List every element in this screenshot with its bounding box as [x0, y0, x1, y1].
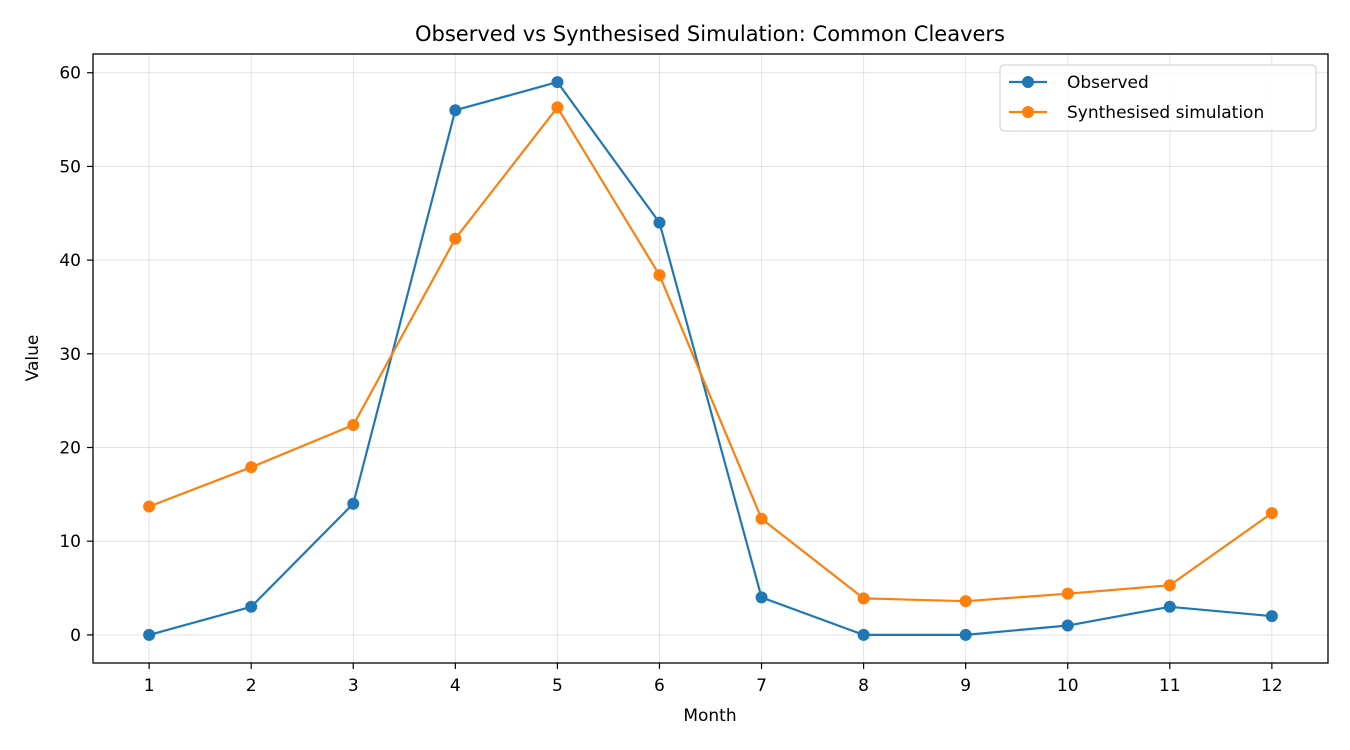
plot-area-frame — [92, 53, 1329, 664]
x-tick-label: 8 — [858, 676, 869, 696]
data-point-observed — [857, 628, 870, 641]
x-tick-label: 12 — [1261, 676, 1283, 696]
x-tick-label: 2 — [246, 676, 257, 696]
legend-box — [999, 64, 1317, 132]
x-tick-label: 1 — [144, 676, 155, 696]
data-point-simulation — [347, 419, 360, 432]
y-axis-ticks: 0 10 20 30 40 50 60 — [59, 64, 93, 646]
data-point-observed — [143, 628, 156, 641]
chart-title: Observed vs Synthesised Simulation: Comm… — [415, 22, 1005, 46]
x-tick-label: 11 — [1159, 676, 1181, 696]
y-axis-label: Value — [23, 335, 43, 382]
legend-observed-marker — [1022, 76, 1034, 88]
y-tick-label: 30 — [59, 345, 81, 365]
y-tick-label: 20 — [59, 439, 81, 459]
x-tick-label: 4 — [450, 676, 461, 696]
y-tick-label: 60 — [59, 64, 81, 84]
data-point-observed — [1265, 610, 1278, 623]
x-tick-label: 9 — [960, 676, 971, 696]
data-point-simulation — [1061, 587, 1074, 600]
data-point-observed — [449, 104, 462, 117]
x-tick-label: 6 — [654, 676, 665, 696]
data-point-observed — [1163, 600, 1176, 613]
legend: Observed Synthesised simulation — [999, 64, 1317, 132]
x-axis-ticks: 1 2 3 4 5 6 7 8 9 10 11 12 — [144, 663, 1283, 696]
data-point-simulation — [143, 500, 156, 513]
data-point-simulation — [959, 595, 972, 608]
data-point-simulation — [755, 512, 768, 525]
legend-simulation-marker — [1022, 106, 1034, 118]
x-tick-label: 10 — [1057, 676, 1079, 696]
data-point-simulation — [653, 269, 666, 282]
data-point-simulation — [245, 461, 258, 474]
series-line-simulation — [148, 106, 1273, 603]
series-layer — [143, 76, 1278, 641]
data-point-observed — [551, 76, 564, 89]
data-point-observed — [653, 216, 666, 229]
series-line-observed — [148, 81, 1272, 636]
data-point-simulation — [551, 101, 564, 114]
data-point-observed — [1061, 619, 1074, 632]
y-tick-label: 50 — [59, 157, 81, 177]
x-tick-label: 7 — [756, 676, 767, 696]
data-point-observed — [959, 628, 972, 641]
legend-simulation-label: Synthesised simulation — [1067, 103, 1264, 123]
y-tick-label: 0 — [70, 626, 81, 646]
data-point-simulation — [1163, 579, 1176, 592]
legend-observed-label: Observed — [1067, 73, 1149, 93]
x-tick-label: 5 — [552, 676, 563, 696]
y-tick-label: 40 — [59, 251, 81, 271]
x-axis-label: Month — [683, 706, 736, 726]
data-point-simulation — [449, 232, 462, 245]
data-point-observed — [245, 600, 258, 613]
x-tick-label: 3 — [348, 676, 359, 696]
data-point-simulation — [857, 592, 870, 605]
data-point-simulation — [1265, 507, 1278, 520]
data-point-observed — [347, 497, 360, 510]
data-point-observed — [755, 591, 768, 604]
y-tick-label: 10 — [59, 532, 81, 552]
